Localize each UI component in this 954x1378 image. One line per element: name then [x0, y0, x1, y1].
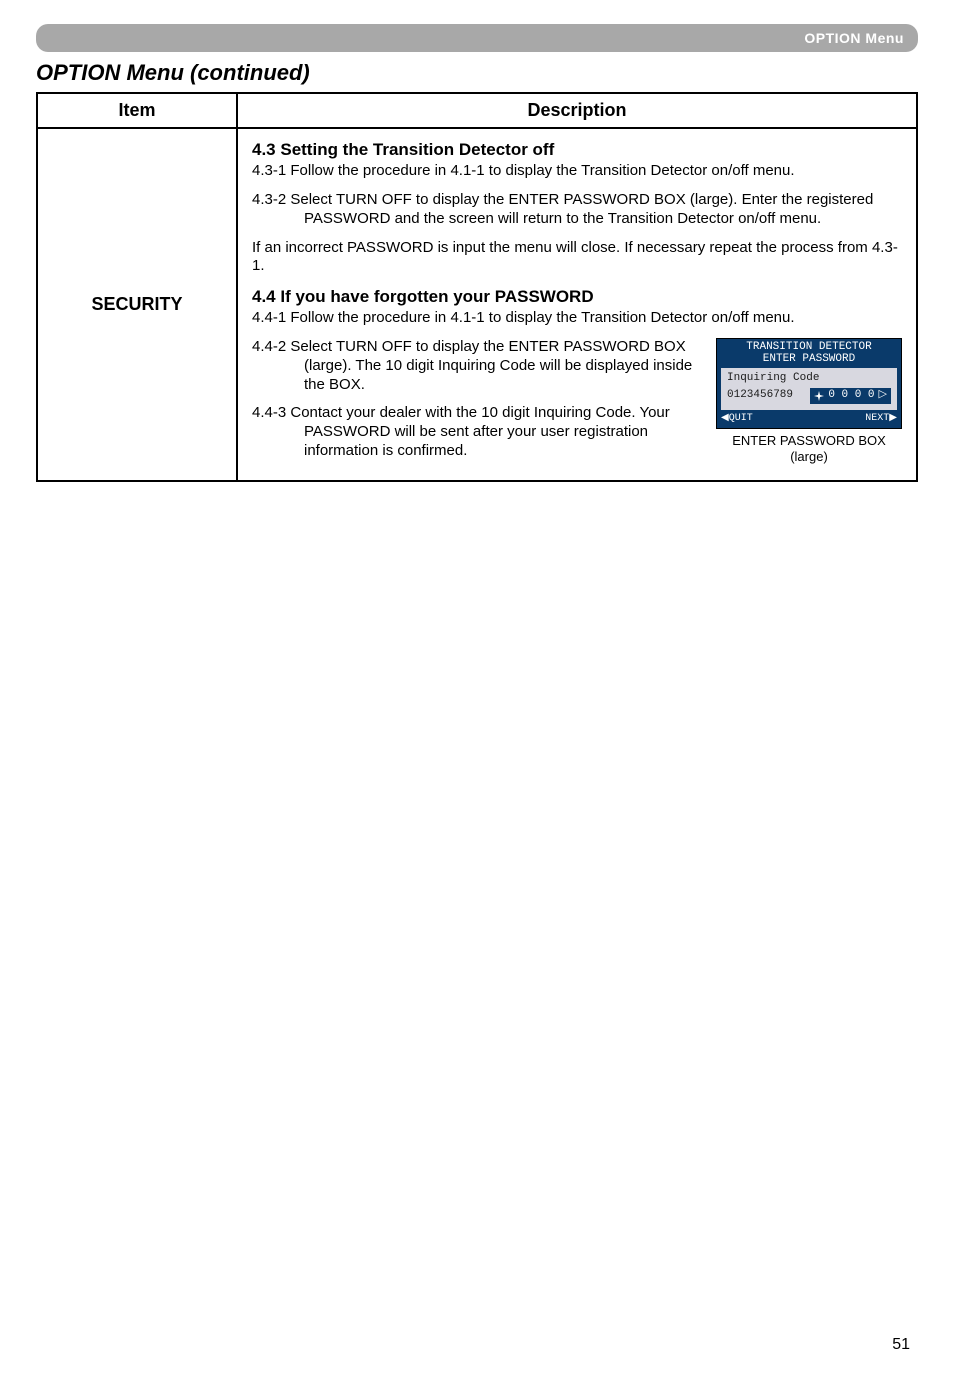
header-bar: OPTION Menu — [36, 24, 918, 52]
caption-line1: ENTER PASSWORD BOX — [716, 433, 902, 449]
dialog-body-label: Inquiring Code — [727, 372, 891, 386]
dialog-quit: ◀QUIT — [721, 413, 753, 426]
dialog-caption: ENTER PASSWORD BOX (large) — [716, 433, 902, 466]
dialog-body: Inquiring Code 0123456789 0 0 0 0 ▷ — [721, 368, 897, 410]
desc-right-col: TRANSITION DETECTOR ENTER PASSWORD Inqui… — [716, 338, 902, 466]
section-43-p2: 4.3-2 Select TURN OFF to display the ENT… — [252, 191, 902, 229]
page-title: OPTION Menu (continued) — [36, 60, 954, 86]
table-header-row: Item Description — [37, 93, 917, 128]
table-row: SECURITY 4.3 Setting the Transition Dete… — [37, 128, 917, 481]
desc-left-col: 4.4-2 Select TURN OFF to display the ENT… — [252, 338, 704, 461]
section-44-p3: 4.4-3 Contact your dealer with the 10 di… — [252, 404, 704, 460]
section-43-head: 4.3 Setting the Transition Detector off — [252, 139, 902, 160]
dialog-body-row2: 0123456789 0 0 0 0 ▷ — [727, 388, 891, 404]
caption-line2: (large) — [716, 449, 902, 465]
desc-cell: 4.3 Setting the Transition Detector off … — [237, 128, 917, 481]
zeros-text: 0 0 0 0 — [828, 389, 874, 403]
item-cell: SECURITY — [37, 128, 237, 481]
dialog-footer: ◀QUIT NEXT▶ — [717, 412, 901, 429]
section-44-p1: 4.4-1 Follow the procedure in 4.1-1 to d… — [252, 309, 902, 328]
dialog-title-line2: ENTER PASSWORD — [717, 353, 901, 365]
desc-two-col: 4.4-2 Select TURN OFF to display the ENT… — [252, 338, 902, 466]
option-table: Item Description SECURITY 4.3 Setting th… — [36, 92, 918, 482]
right-tri-icon: ▷ — [879, 389, 887, 403]
password-dialog: TRANSITION DETECTOR ENTER PASSWORD Inqui… — [716, 338, 902, 429]
th-desc: Description — [237, 93, 917, 128]
header-menu-label: OPTION Menu — [804, 30, 904, 46]
th-item: Item — [37, 93, 237, 128]
section-43-p1: 4.3-1 Follow the procedure in 4.1-1 to d… — [252, 162, 902, 181]
dialog-title-line1: TRANSITION DETECTOR — [717, 341, 901, 353]
dialog-code: 0123456789 — [727, 389, 793, 403]
dialog-zeros: 0 0 0 0 ▷ — [810, 388, 891, 404]
section-43-p3: If an incorrect PASSWORD is input the me… — [252, 239, 902, 277]
page-number: 51 — [892, 1336, 910, 1354]
dialog-title: TRANSITION DETECTOR ENTER PASSWORD — [717, 339, 901, 366]
section-44-head: 4.4 If you have forgotten your PASSWORD — [252, 286, 902, 307]
dpad-icon — [814, 391, 824, 401]
section-44-p2: 4.4-2 Select TURN OFF to display the ENT… — [252, 338, 704, 394]
dialog-next: NEXT▶ — [865, 413, 897, 426]
